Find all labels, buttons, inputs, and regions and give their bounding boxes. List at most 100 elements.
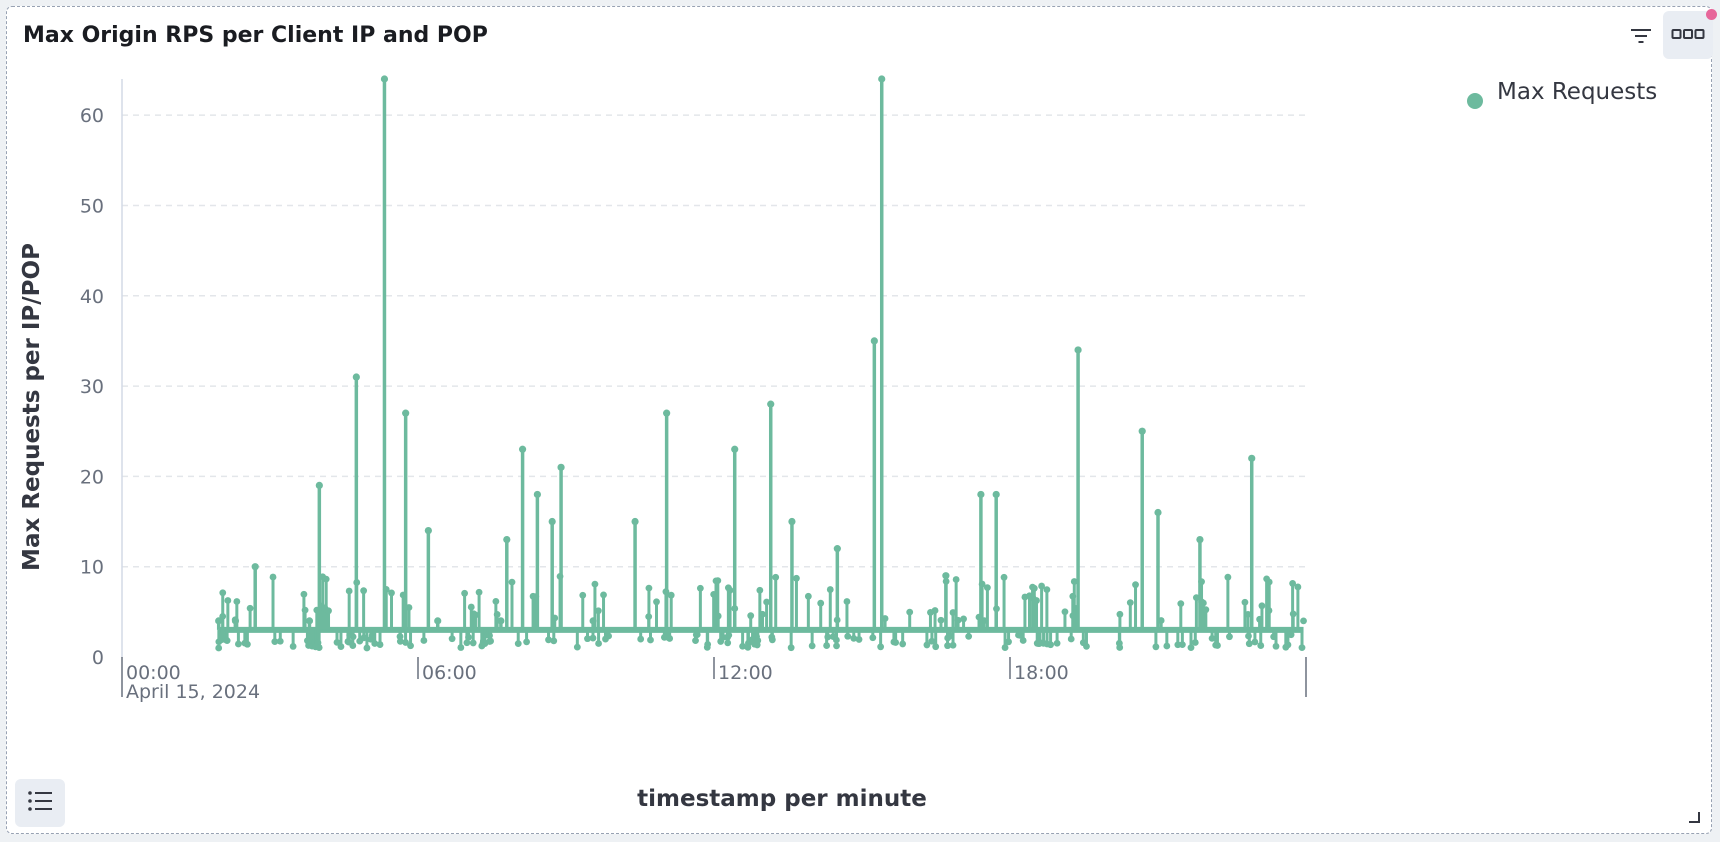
series-minor-point: [664, 633, 672, 641]
series-point: [878, 75, 886, 83]
series-minor-point: [1005, 638, 1012, 646]
y-tick-label: 60: [80, 105, 104, 127]
series-minor-point: [591, 580, 599, 588]
series-minor-point: [869, 634, 877, 642]
series-point: [992, 490, 1000, 499]
series-minor-point: [1226, 633, 1233, 641]
series-minor-point: [573, 643, 581, 651]
series-minor-point: [1187, 644, 1195, 652]
series-point: [215, 617, 223, 625]
series-minor-point: [579, 591, 587, 599]
series-point: [833, 545, 841, 553]
legend-toggle-button[interactable]: [15, 779, 65, 827]
series-minor-point: [402, 639, 409, 646]
series-minor-point: [667, 591, 675, 599]
series-minor-point: [1282, 643, 1290, 651]
series-minor-point: [1263, 575, 1271, 583]
series-minor-point: [363, 644, 371, 652]
series-minor-point: [714, 612, 722, 620]
filter-button[interactable]: [1623, 21, 1659, 55]
series-minor-point: [407, 642, 414, 650]
series-point: [1074, 346, 1082, 354]
series-point: [503, 535, 511, 544]
series-minor-point: [1272, 642, 1280, 650]
series-minor-point: [855, 636, 863, 643]
series-minor-point: [1000, 573, 1008, 581]
series-minor-point: [843, 598, 851, 605]
series-minor-point: [235, 640, 242, 648]
series-point: [870, 337, 878, 345]
series-minor-point: [584, 635, 591, 643]
y-tick-label: 30: [80, 376, 104, 398]
series-minor-point: [1043, 586, 1051, 594]
series-minor-point: [923, 641, 931, 649]
series-minor-point: [724, 584, 732, 592]
series-minor-point: [1214, 642, 1221, 649]
series-minor-point: [724, 639, 732, 647]
series-minor-point: [719, 633, 727, 641]
series-minor-point: [756, 586, 764, 594]
series-minor-point: [300, 590, 308, 598]
series-minor-point: [829, 633, 837, 640]
series-minor-point: [492, 597, 500, 605]
series-minor-point: [271, 638, 279, 646]
series-minor-point: [692, 631, 700, 639]
series-point: [352, 373, 360, 381]
x-tick-label: 00:00: [126, 662, 181, 684]
series-minor-point: [817, 599, 825, 607]
series-minor-point: [315, 644, 323, 651]
series-minor-point: [725, 631, 733, 639]
series-minor-point: [472, 611, 479, 619]
series-minor-point: [850, 634, 858, 642]
series-minor-point: [1202, 606, 1210, 614]
series-minor-point: [1298, 644, 1306, 652]
series-point: [424, 526, 432, 535]
y-tick-label: 20: [80, 466, 104, 488]
series-minor-point: [243, 640, 251, 648]
series-minor-point: [589, 634, 597, 642]
series-point: [315, 481, 323, 490]
panel-title: Max Origin RPS per Client IP and POP: [23, 23, 488, 48]
series-minor-point: [1047, 641, 1054, 649]
series-minor-point: [356, 637, 364, 645]
series-point: [305, 617, 314, 625]
series-minor-point: [899, 640, 907, 648]
series-point: [548, 517, 556, 526]
list-icon: [27, 790, 53, 816]
series-minor-point: [467, 603, 475, 611]
series-point: [434, 617, 442, 625]
series-minor-point: [937, 616, 945, 624]
series-minor-point: [600, 591, 607, 599]
series-minor-point: [1001, 644, 1009, 651]
series-point: [1248, 454, 1256, 462]
series-minor-point: [714, 577, 722, 585]
series-point: [533, 490, 541, 499]
series-minor-point: [1038, 582, 1046, 590]
series-minor-point: [1067, 635, 1075, 643]
series-point: [663, 409, 671, 417]
series-point: [631, 517, 639, 526]
series-minor-point: [952, 576, 960, 583]
series-minor-point: [647, 636, 654, 644]
series-point: [251, 563, 259, 571]
series-minor-point: [1265, 607, 1273, 614]
resize-handle[interactable]: [1687, 809, 1701, 823]
series-minor-point: [486, 638, 494, 645]
series-minor-point: [653, 598, 660, 606]
series-minor-point: [602, 635, 609, 643]
series-minor-point: [1289, 580, 1297, 587]
series-minor-point: [289, 643, 297, 650]
series-minor-point: [545, 636, 552, 644]
series-minor-point: [301, 606, 309, 614]
series-minor-point: [1083, 642, 1090, 650]
series-minor-point: [1178, 641, 1186, 649]
series-minor-point: [550, 637, 558, 645]
more-options-button[interactable]: [1663, 11, 1713, 59]
series-minor-point: [478, 642, 486, 650]
series-minor-point: [595, 640, 602, 647]
series-point: [557, 463, 565, 471]
series-minor-point: [233, 598, 241, 605]
series-minor-point: [932, 643, 940, 651]
series-point: [942, 572, 950, 580]
series-minor-point: [949, 641, 957, 649]
